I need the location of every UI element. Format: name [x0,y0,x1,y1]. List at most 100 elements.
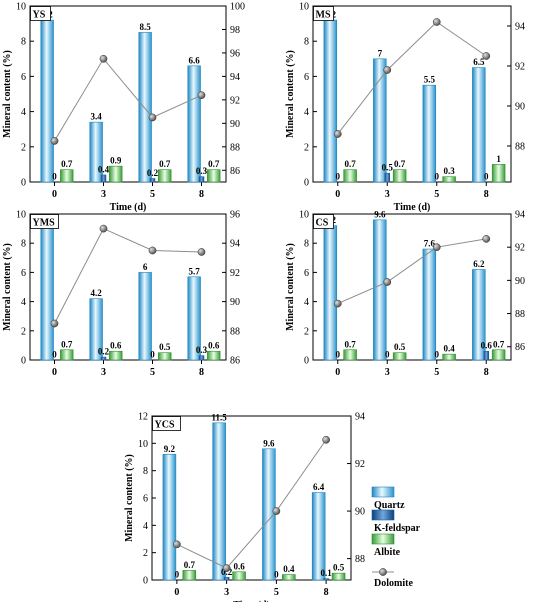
plot-frame [312,213,512,361]
y2-tick-label: 94 [515,210,525,221]
dolomite-point [197,91,206,100]
y-tick-label: 0 [304,178,309,189]
y2-tick-label: 96 [230,210,240,221]
chart-panel-cs: 0246810868890929403589.29.67.66.20000.60… [285,209,525,378]
data-label-k-feldspar: 0.3 [196,166,208,176]
data-label-albite: 0.4 [283,564,295,574]
plot-frame [312,5,512,183]
y-axis-title: Mineral content (%) [285,50,296,138]
panel-label: YCS [155,420,175,431]
y-tick-label: 4 [304,297,309,308]
bar-quartz [138,272,152,361]
y2-tick-label: 96 [230,48,240,59]
y2-tick-label: 92 [515,243,525,254]
legend-swatch-kfeldspar [371,509,395,521]
y2-tick-label: 90 [230,297,240,308]
y2-tick-label: 92 [230,95,240,106]
x-tick-label: 3 [385,189,390,200]
bar-albite [207,169,221,183]
bar-albite [343,169,357,183]
y-axis-title: Mineral content (%) [124,454,135,542]
data-label-k-feldspar: 0 [52,172,57,182]
y-tick-label: 10 [138,439,148,450]
data-label-quartz: 9.6 [374,209,386,219]
panel-label-box [30,214,59,229]
bar-k-feldspar [100,356,107,361]
dolomite-point [50,137,59,145]
y-tick-label: 6 [21,72,26,83]
data-label-k-feldspar: 0.2 [98,347,110,357]
x-axis-title: Time (d) [233,600,270,602]
x-tick-label: 5 [434,367,439,378]
bar-quartz [89,298,103,361]
data-label-k-feldspar: 0 [435,172,440,182]
data-label-albite: 0.7 [208,159,220,169]
bar-quartz [373,58,387,183]
y2-tick-label: 88 [230,142,240,153]
bar-albite [207,350,221,361]
bar-k-feldspar [483,350,490,361]
bar-k-feldspar [323,578,329,581]
y-tick-label: 0 [21,178,26,189]
y-tick-label: 2 [304,326,309,337]
bar-quartz [323,225,338,361]
data-label-albite: 0.7 [61,339,73,349]
bar-quartz [40,19,54,183]
bar-quartz [212,422,226,581]
y-tick-label: 0 [143,576,148,587]
x-tick-label: 0 [52,189,57,200]
data-label-k-feldspar: 0.5 [382,163,394,173]
legend-swatch-albite [371,533,395,545]
bar-albite [109,350,123,361]
x-tick-label: 5 [150,367,155,378]
bar-albite [392,352,407,361]
y2-tick-label: 86 [230,356,240,367]
data-label-quartz: 6 [143,262,148,272]
bar-quartz [187,276,201,361]
dolomite-point [99,224,108,233]
y2-tick-label: 94 [230,72,240,83]
y2-tick-label: 86 [515,342,525,353]
y-tick-label: 10 [299,2,309,13]
data-label-k-feldspar: 0 [336,172,341,182]
y2-tick-label: 90 [230,119,240,130]
plot-frame [29,213,227,361]
panel-label-box [313,214,334,229]
y-tick-label: 8 [304,37,309,48]
bar-albite [331,572,346,581]
bar-k-feldspar [198,176,205,183]
bar-quartz [323,19,338,183]
data-label-quartz: 5.7 [189,266,201,276]
data-label-quartz: 6.2 [473,259,485,269]
legend-label: Albite [374,547,401,558]
y2-tick-label: 88 [515,142,525,153]
dolomite-point [333,299,342,308]
data-label-quartz: 7 [378,48,383,58]
data-label-k-feldspar: 0 [435,350,440,360]
y2-tick-label: 88 [230,326,240,337]
dolomite-point [50,319,59,328]
bar-quartz [187,65,201,183]
data-label-albite: 0.7 [159,159,171,169]
y-tick-label: 4 [21,107,26,118]
x-tick-label: 3 [101,189,106,200]
data-label-quartz: 7.6 [424,239,436,249]
data-label-k-feldspar: 0 [274,570,279,580]
y-tick-label: 10 [299,210,309,221]
y-tick-label: 8 [21,37,26,48]
bar-quartz [422,84,437,183]
x-tick-label: 0 [52,367,57,378]
x-axis-title: Time (d) [110,202,147,213]
y-tick-label: 8 [143,466,148,477]
bar-quartz [373,219,387,361]
data-label-albite: 0.9 [110,156,122,166]
x-tick-label: 0 [174,587,179,598]
panel-label: CS [316,218,329,229]
data-label-albite: 0.4 [444,344,456,354]
dolomite-point [173,540,181,549]
bar-quartz [162,453,177,581]
dolomite-point [482,235,491,243]
chart-panel-ys: 02468108688909294969810003589.23.48.56.6… [2,2,245,214]
y-tick-label: 6 [143,494,148,505]
bar-quartz [138,32,152,183]
